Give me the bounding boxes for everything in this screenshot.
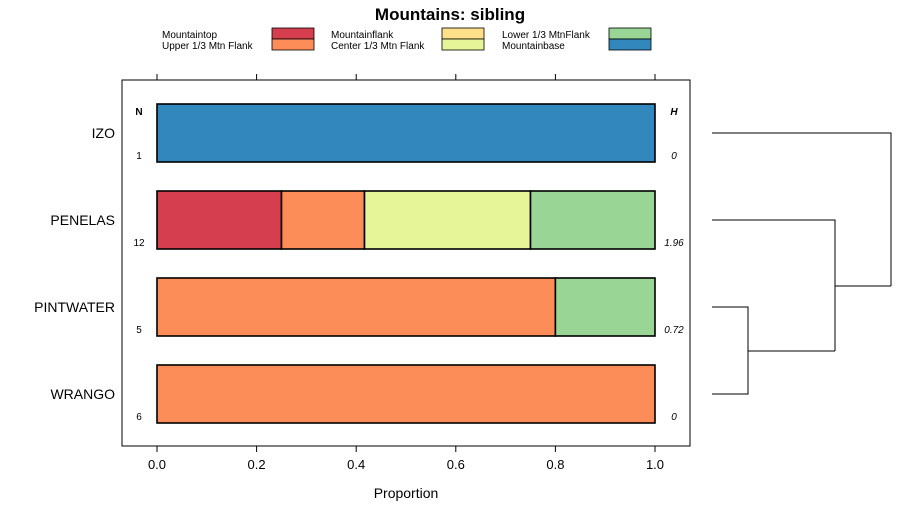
bar-row-penelas: PENELAS 12 1.96 xyxy=(50,190,684,250)
bar-segment-izo-mountainbase xyxy=(156,103,656,163)
h-value-izo: 0 xyxy=(671,151,677,162)
n-value-pintwater: 5 xyxy=(136,325,142,336)
x-axis-title: Proportion xyxy=(374,485,439,501)
bar-segment-pintwater-lower-1-3-mtnflank xyxy=(554,277,656,337)
bar-segment-penelas-center-1-3-mtn-flank xyxy=(363,190,532,250)
category-label-penelas: PENELAS xyxy=(50,212,115,228)
dendrogram-branch-pintwater xyxy=(712,306,749,395)
x-tick-label-0-4: 0.4 xyxy=(347,457,365,472)
dendrogram-branch-penelas xyxy=(712,219,836,351)
legend-swatch-mountaintop xyxy=(271,27,315,40)
category-label-pintwater: PINTWATER xyxy=(34,299,115,315)
legend-label-mountainflank: Mountainflank xyxy=(331,30,394,41)
dendrogram-branch-izo xyxy=(712,132,892,286)
dendrogram xyxy=(712,132,892,395)
bar-segment-penelas-mountaintop xyxy=(156,190,283,250)
legend-label-center-1-3-mtn-flank: Center 1/3 Mtn Flank xyxy=(331,41,425,52)
bar-row-izo: IZO 1 0 xyxy=(92,103,677,163)
h-value-penelas: 1.96 xyxy=(664,238,684,249)
bar-segment-penelas-upper-1-3-mtn-flank xyxy=(280,190,366,250)
category-label-izo: IZO xyxy=(92,125,115,141)
bars-group: IZO 1 0 PENELAS 12 1.96 PINTWATER 5 0.72 WRANGO 6 0 xyxy=(34,103,684,424)
bar-row-wrango: WRANGO 6 0 xyxy=(50,364,677,424)
legend-swatch-mountainbase xyxy=(608,38,652,51)
legend-swatch-upper-1-3-mtn-flank xyxy=(271,38,315,51)
bar-segment-pintwater-upper-1-3-mtn-flank xyxy=(156,277,557,337)
x-tick-label-1-0: 1.0 xyxy=(646,457,664,472)
category-label-wrango: WRANGO xyxy=(50,386,115,402)
x-tick-label-0-2: 0.2 xyxy=(248,457,266,472)
bar-segment-penelas-lower-1-3-mtnflank xyxy=(529,190,656,250)
legend-label-upper-1-3-mtn-flank: Upper 1/3 Mtn Flank xyxy=(162,41,254,52)
legend-label-mountaintop: Mountaintop xyxy=(162,30,217,41)
legend-swatch-mountainflank xyxy=(441,27,485,40)
bar-row-pintwater: PINTWATER 5 0.72 xyxy=(34,277,684,337)
x-axis: 0.0 0.2 0.4 0.6 0.8 1.0 xyxy=(148,74,664,472)
legend-swatch-center-1-3-mtn-flank xyxy=(441,38,485,51)
n-column-header: N xyxy=(135,107,142,118)
x-tick-label-0-0: 0.0 xyxy=(148,457,166,472)
x-tick-label-0-6: 0.6 xyxy=(447,457,465,472)
chart-title: Mountains: sibling xyxy=(375,5,525,24)
legend-label-lower-1-3-mtnflank: Lower 1/3 MtnFlank xyxy=(502,30,591,41)
legend-label-mountainbase: Mountainbase xyxy=(502,41,565,52)
bar-segment-wrango-upper-1-3-mtn-flank xyxy=(156,364,656,424)
h-column-header: H xyxy=(670,107,678,118)
n-value-izo: 1 xyxy=(136,151,142,162)
h-value-pintwater: 0.72 xyxy=(664,325,684,336)
n-value-wrango: 6 xyxy=(136,412,142,423)
plot-frame xyxy=(121,79,691,447)
legend-swatch-lower-1-3-mtnflank xyxy=(608,27,652,40)
x-tick-label-0-8: 0.8 xyxy=(546,457,564,472)
h-value-wrango: 0 xyxy=(671,412,677,423)
n-value-penelas: 12 xyxy=(133,238,145,249)
